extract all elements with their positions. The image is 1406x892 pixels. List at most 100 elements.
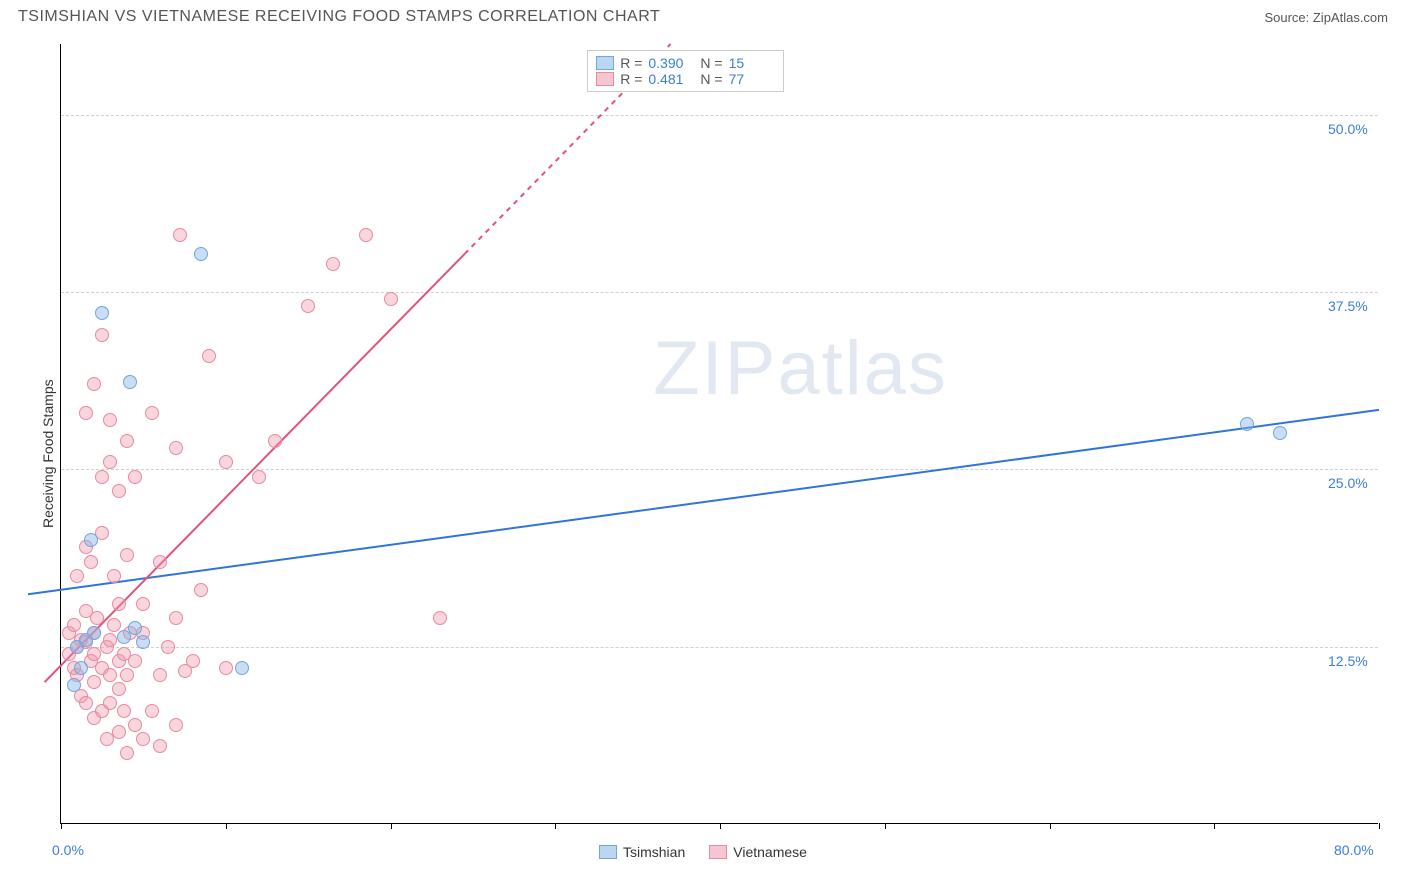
data-point (70, 569, 84, 583)
data-point (128, 621, 142, 635)
x-axis-label: 80.0% (1334, 842, 1374, 858)
data-point (112, 682, 126, 696)
data-point (84, 533, 98, 547)
data-point (384, 292, 398, 306)
data-point (79, 406, 93, 420)
data-point (95, 470, 109, 484)
x-tick (720, 823, 721, 829)
data-point (186, 654, 200, 668)
stat-label: N = (700, 55, 722, 71)
series-legend: Tsimshian Vietnamese (599, 844, 807, 860)
data-point (136, 732, 150, 746)
data-point (1273, 426, 1287, 440)
data-point (219, 661, 233, 675)
data-point (145, 406, 159, 420)
trend-line (28, 410, 1379, 594)
source-link[interactable]: ZipAtlas.com (1313, 10, 1388, 25)
data-point (120, 668, 134, 682)
stat-label: N = (700, 71, 722, 87)
data-point (433, 611, 447, 625)
data-point (67, 618, 81, 632)
x-tick (226, 823, 227, 829)
data-point (202, 349, 216, 363)
correlation-scatter-chart: 12.5% 25.0% 37.5% 50.0% 0.0% 80.0% Receiving F… (18, 38, 1388, 878)
data-point (112, 484, 126, 498)
data-point (235, 661, 249, 675)
data-point (87, 675, 101, 689)
legend-label: Vietnamese (733, 844, 807, 860)
source-label: Source: ZipAtlas.com (1264, 10, 1388, 25)
stats-legend: R =0.390N =15R =0.481N =77 (587, 50, 783, 92)
y-axis-label: 12.5% (1328, 653, 1368, 669)
x-axis-label: 0.0% (52, 842, 84, 858)
data-point (153, 739, 167, 753)
data-point (301, 299, 315, 313)
legend-swatch (599, 845, 617, 859)
x-tick (1050, 823, 1051, 829)
data-point (153, 555, 167, 569)
y-axis-title: Receiving Food Stamps (40, 379, 56, 528)
data-point (120, 746, 134, 760)
data-point (136, 597, 150, 611)
data-point (120, 434, 134, 448)
data-point (153, 668, 167, 682)
data-point (103, 633, 117, 647)
data-point (103, 413, 117, 427)
x-tick (885, 823, 886, 829)
n-value: 77 (729, 71, 775, 87)
data-point (107, 569, 121, 583)
data-point (173, 228, 187, 242)
legend-item: Tsimshian (599, 844, 685, 860)
data-point (84, 555, 98, 569)
data-point (326, 257, 340, 271)
data-point (128, 470, 142, 484)
data-point (194, 247, 208, 261)
data-point (103, 455, 117, 469)
data-point (90, 611, 104, 625)
y-axis-label: 25.0% (1328, 475, 1368, 491)
data-point (128, 654, 142, 668)
data-point (359, 228, 373, 242)
data-point (74, 661, 88, 675)
x-tick (1379, 823, 1380, 829)
data-point (103, 696, 117, 710)
x-tick (555, 823, 556, 829)
r-value: 0.390 (648, 55, 694, 71)
data-point (67, 678, 81, 692)
legend-swatch (709, 845, 727, 859)
y-axis-label: 50.0% (1328, 121, 1368, 137)
data-point (87, 626, 101, 640)
data-point (117, 704, 131, 718)
stats-row: R =0.481N =77 (596, 71, 774, 87)
trend-lines (61, 44, 1379, 824)
data-point (219, 455, 233, 469)
x-tick (61, 823, 62, 829)
data-point (87, 377, 101, 391)
x-tick (1214, 823, 1215, 829)
data-point (112, 597, 126, 611)
stat-label: R = (620, 55, 642, 71)
data-point (268, 434, 282, 448)
data-point (103, 668, 117, 682)
r-value: 0.481 (648, 71, 694, 87)
data-point (169, 718, 183, 732)
data-point (123, 375, 137, 389)
data-point (169, 611, 183, 625)
y-axis-label: 37.5% (1328, 298, 1368, 314)
data-point (1240, 417, 1254, 431)
data-point (145, 704, 159, 718)
data-point (95, 306, 109, 320)
gridline (61, 647, 1378, 648)
data-point (128, 718, 142, 732)
legend-swatch (596, 56, 614, 70)
data-point (136, 635, 150, 649)
data-point (95, 328, 109, 342)
chart-title: TSIMSHIAN VS VIETNAMESE RECEIVING FOOD S… (18, 8, 660, 26)
stats-row: R =0.390N =15 (596, 55, 774, 71)
legend-swatch (596, 72, 614, 86)
data-point (194, 583, 208, 597)
data-point (87, 647, 101, 661)
data-point (161, 640, 175, 654)
chart-header: TSIMSHIAN VS VIETNAMESE RECEIVING FOOD S… (0, 0, 1406, 38)
data-point (169, 441, 183, 455)
